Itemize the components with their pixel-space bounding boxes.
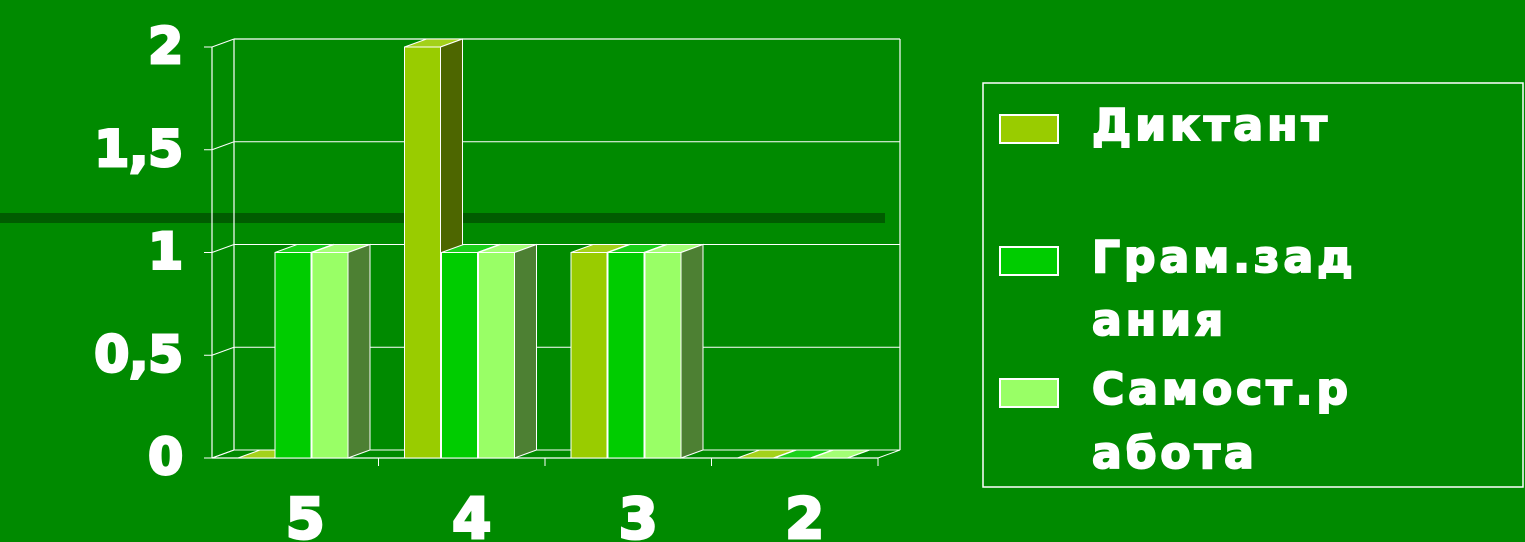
- bar: [478, 243, 537, 459]
- legend-swatch: [999, 246, 1059, 276]
- x-tick-label: 5: [286, 487, 325, 542]
- bar-side: [847, 449, 870, 459]
- x-tick-label: 3: [619, 487, 658, 542]
- legend-label: Диктант: [1092, 100, 1331, 151]
- bar-front: [274, 252, 312, 459]
- legend-box: [982, 82, 1524, 488]
- bar-front: [311, 252, 349, 459]
- x-tick-label: 4: [452, 487, 491, 542]
- y-tick-label: 1: [148, 223, 183, 281]
- y-tick-label: 0: [148, 428, 183, 486]
- y-tick-label: 1,5: [94, 120, 183, 178]
- bars: [237, 38, 870, 459]
- y-tick-label: 0,5: [94, 325, 183, 383]
- bar: [311, 243, 371, 459]
- x-tick-labels: 5 4 3 2: [284, 486, 825, 542]
- legend-label: Самост.р: [1092, 364, 1352, 415]
- y-tick-label: 2: [148, 17, 183, 75]
- bar-side: [514, 243, 537, 459]
- side-wall-line: [211, 346, 235, 356]
- legend-swatch: [999, 378, 1059, 408]
- bar: [811, 449, 870, 459]
- side-wall-line: [211, 38, 235, 48]
- bar-front: [607, 252, 645, 459]
- bar: [644, 243, 704, 459]
- bar-side: [680, 243, 704, 459]
- legend-label: абота: [1092, 428, 1258, 479]
- legend-label: ания: [1092, 295, 1227, 346]
- bar-side: [347, 243, 371, 459]
- legend-label: Грам.зад: [1092, 232, 1357, 283]
- side-wall-line: [211, 244, 235, 253]
- legend-swatch: [999, 114, 1059, 144]
- x-tick-label: 2: [785, 487, 824, 542]
- y-tick-labels: 0 0,5 1 1,5 2: [93, 16, 185, 488]
- bar-front: [404, 46, 441, 459]
- side-wall-line: [211, 141, 235, 151]
- bar-front: [570, 252, 608, 459]
- bar-front: [478, 252, 515, 459]
- bar-front: [644, 252, 682, 459]
- legend: Диктант Грам.зад ания Самост.р абота: [982, 82, 1524, 488]
- bar-front: [441, 252, 478, 459]
